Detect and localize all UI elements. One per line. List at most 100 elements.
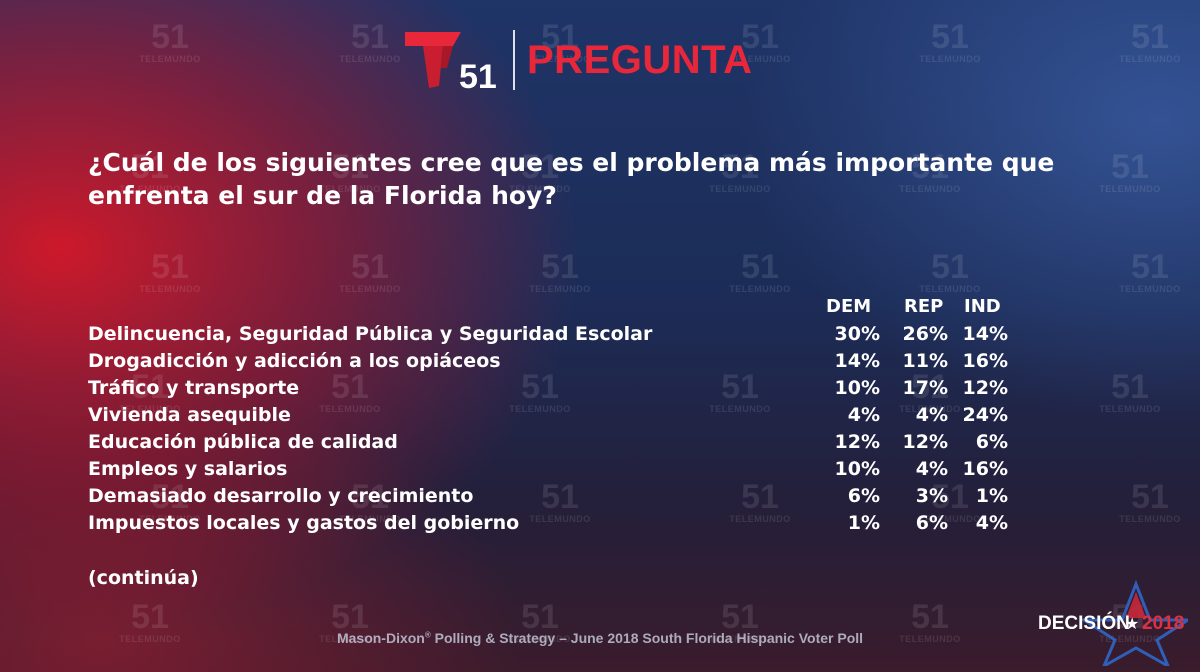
table-row: Educación pública de calidad 12% 12% 6% xyxy=(88,430,1028,457)
value-ind: 14% xyxy=(962,323,1008,345)
value-dem: 6% xyxy=(847,485,880,507)
watermark-text: TELEMUNDO xyxy=(709,634,771,644)
channel-number: 51 xyxy=(459,58,497,92)
value-ind: 6% xyxy=(975,431,1008,453)
watermark-number: 51 xyxy=(911,598,949,636)
watermark-number: 51 xyxy=(1111,148,1149,186)
watermark-text: TELEMUNDO xyxy=(139,514,201,524)
watermark-number: 51 xyxy=(911,368,949,406)
watermark-number: 51 xyxy=(741,18,779,56)
watermark-text: TELEMUNDO xyxy=(1099,634,1161,644)
column-header-dem: DEM xyxy=(826,296,872,317)
watermark-text: TELEMUNDO xyxy=(709,404,771,414)
watermark-text: TELEMUNDO xyxy=(139,54,201,64)
watermark-text: TELEMUNDO xyxy=(1099,404,1161,414)
watermark-text: TELEMUNDO xyxy=(319,404,381,414)
value-rep: 6% xyxy=(915,512,948,534)
watermark-text: TELEMUNDO xyxy=(509,634,571,644)
watermark-text: TELEMUNDO xyxy=(319,634,381,644)
watermark-number: 51 xyxy=(331,148,369,186)
star-outline-icon xyxy=(1078,580,1188,666)
value-rep: 12% xyxy=(902,431,948,453)
value-ind: 12% xyxy=(962,377,1008,399)
watermark-number: 51 xyxy=(541,478,579,516)
watermark-text: TELEMUNDO xyxy=(709,184,771,194)
value-dem: 1% xyxy=(847,512,880,534)
watermark-number: 51 xyxy=(1111,368,1149,406)
watermark-text: TELEMUNDO xyxy=(919,284,981,294)
watermark-text: TELEMUNDO xyxy=(529,284,591,294)
watermark-number: 51 xyxy=(721,148,759,186)
watermark-text: TELEMUNDO xyxy=(1099,184,1161,194)
watermark-text: TELEMUNDO xyxy=(509,404,571,414)
table-row: Empleos y salarios 10% 4% 16% xyxy=(88,457,1028,484)
row-label: Impuestos locales y gastos del gobierno xyxy=(88,512,520,534)
watermark-text: TELEMUNDO xyxy=(119,634,181,644)
column-header-rep: REP xyxy=(904,296,944,317)
watermark-number: 51 xyxy=(721,598,759,636)
watermark-number: 51 xyxy=(151,478,189,516)
watermark-number: 51 xyxy=(131,148,169,186)
watermark-text: TELEMUNDO xyxy=(899,634,961,644)
logo-divider xyxy=(513,30,515,90)
value-ind: 16% xyxy=(962,350,1008,372)
watermark-number: 51 xyxy=(931,248,969,286)
watermark-number: 51 xyxy=(541,18,579,56)
value-dem: 10% xyxy=(834,458,880,480)
row-label: Vivienda asequible xyxy=(88,404,291,426)
value-rep: 4% xyxy=(915,458,948,480)
table-row: Drogadicción y adicción a los opiáceos 1… xyxy=(88,349,1028,376)
value-dem: 14% xyxy=(834,350,880,372)
results-table: Delincuencia, Seguridad Pública y Seguri… xyxy=(88,322,1028,538)
table-row: Delincuencia, Seguridad Pública y Seguri… xyxy=(88,322,1028,349)
footer-rest: Polling & Strategy – June 2018 South Flo… xyxy=(430,630,864,646)
watermark-text: TELEMUNDO xyxy=(1119,284,1181,294)
watermark-number: 51 xyxy=(931,478,969,516)
watermark-text: TELEMUNDO xyxy=(729,54,791,64)
watermark-text: TELEMUNDO xyxy=(509,184,571,194)
watermark-text: TELEMUNDO xyxy=(899,184,961,194)
table-row: Tráfico y transporte 10% 17% 12% xyxy=(88,376,1028,403)
watermark-number: 51 xyxy=(351,478,389,516)
value-rep: 3% xyxy=(915,485,948,507)
column-header-ind: IND xyxy=(964,296,1001,317)
watermark-number: 51 xyxy=(351,248,389,286)
value-dem: 4% xyxy=(847,404,880,426)
watermark-number: 51 xyxy=(911,148,949,186)
row-label: Empleos y salarios xyxy=(88,458,288,480)
value-rep: 26% xyxy=(902,323,948,345)
watermark-number: 51 xyxy=(1131,478,1169,516)
watermark-text: TELEMUNDO xyxy=(339,514,401,524)
continuation-note: (continúa) xyxy=(88,567,199,589)
watermark-number: 51 xyxy=(541,248,579,286)
badge-year: 2018 xyxy=(1142,613,1184,634)
watermark-number: 51 xyxy=(1131,248,1169,286)
watermark-text: TELEMUNDO xyxy=(729,514,791,524)
watermark-text: TELEMUNDO xyxy=(339,54,401,64)
watermark-number: 51 xyxy=(521,598,559,636)
row-label: Educación pública de calidad xyxy=(88,431,398,453)
